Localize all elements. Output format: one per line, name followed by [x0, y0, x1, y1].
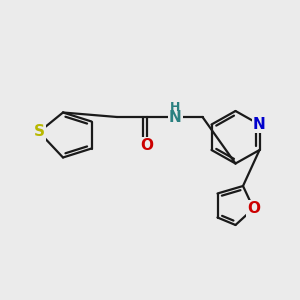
Text: H: H	[170, 101, 180, 114]
Text: N: N	[253, 117, 266, 132]
Text: S: S	[34, 124, 44, 140]
Text: O: O	[140, 138, 154, 153]
Text: N: N	[169, 110, 182, 124]
Text: O: O	[247, 201, 260, 216]
